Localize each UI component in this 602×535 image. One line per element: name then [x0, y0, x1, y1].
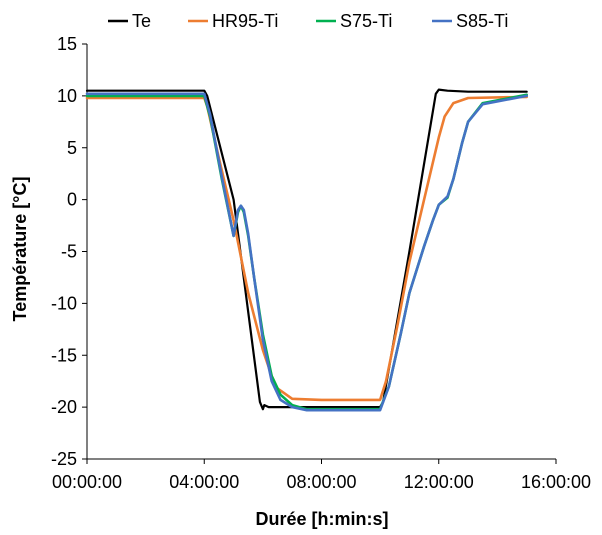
y-tick-label: -25 — [51, 449, 77, 469]
legend-label: Te — [132, 11, 151, 31]
y-tick-label: 0 — [67, 190, 77, 210]
x-axis: 00:00:00 04:00:00 08:00:00 12:00:00 16:00:00 — [52, 458, 591, 492]
series-line-hr95-ti — [85, 95, 528, 402]
plot-area — [85, 88, 528, 412]
x-axis-title: Durée [h:min:s] — [255, 509, 388, 529]
y-axis: 15 10 5 0 -5 -10 -15 -20 -25 — [51, 34, 88, 469]
series-line-te — [85, 88, 528, 411]
legend-label: S85-Ti — [456, 11, 508, 31]
x-tick-label: 04:00:00 — [169, 472, 239, 492]
x-tick-label: 08:00:00 — [286, 472, 356, 492]
y-tick-label: 10 — [57, 86, 77, 106]
series-line-s75-ti — [85, 93, 528, 411]
series-line-s85-ti — [85, 92, 528, 412]
y-axis-title: Température [°C] — [10, 177, 30, 322]
x-tick-label: 16:00:00 — [521, 472, 591, 492]
y-tick-label: 15 — [57, 34, 77, 54]
y-tick-label: 5 — [67, 138, 77, 158]
legend-label: S75-Ti — [340, 11, 392, 31]
y-tick-label: -10 — [51, 293, 77, 313]
legend-label: HR95-Ti — [212, 11, 278, 31]
legend: Te HR95-Ti S75-Ti S85-Ti — [108, 11, 508, 31]
y-tick-label: -20 — [51, 397, 77, 417]
y-tick-label: -5 — [61, 242, 77, 262]
y-tick-label: -15 — [51, 345, 77, 365]
x-tick-label: 00:00:00 — [52, 472, 122, 492]
x-tick-label: 12:00:00 — [404, 472, 474, 492]
